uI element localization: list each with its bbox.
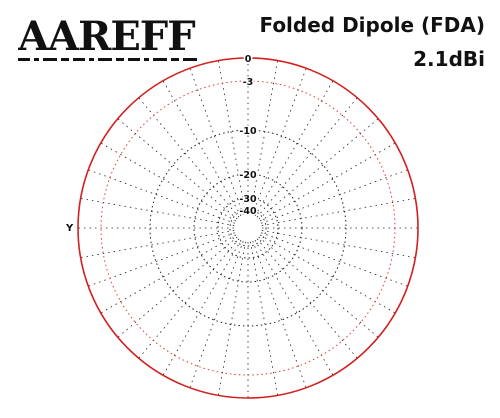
angular-gridline <box>261 230 416 258</box>
angular-gridline <box>261 198 416 226</box>
angular-gridline <box>117 236 238 338</box>
angular-gridline <box>250 241 278 396</box>
angular-gridlines <box>78 58 418 398</box>
angular-gridline <box>162 239 242 376</box>
angular-gridline <box>117 118 238 220</box>
radial-tick-label: -30 <box>239 194 257 205</box>
aareff-logo: AAREFF <box>18 14 197 61</box>
radial-tick-label: -20 <box>239 170 257 181</box>
radial-tick-labels: 0 -3 -10 -20 -30-40 <box>238 53 259 219</box>
logo-wordmark: AAREFF <box>18 14 195 60</box>
angular-gridline <box>252 68 307 215</box>
angular-gridline <box>80 198 235 226</box>
angular-gridline <box>218 60 246 215</box>
angular-gridline <box>80 230 235 258</box>
radial-gridline <box>193 173 303 283</box>
angular-gridline <box>100 142 237 222</box>
angular-gridline <box>138 97 240 218</box>
angular-gridline <box>250 60 278 215</box>
angular-gridline <box>261 232 408 287</box>
angular-gridline <box>189 68 244 215</box>
angular-gridline <box>254 80 334 217</box>
angular-gridline <box>258 236 379 338</box>
chart-title: Folded Dipole (FDA) <box>259 13 485 37</box>
angular-gridline <box>189 241 244 388</box>
angular-gridline <box>258 118 379 220</box>
radial-gridline <box>217 197 279 259</box>
series-pattern <box>77 57 419 399</box>
angular-gridline <box>254 239 334 376</box>
axis-label-y: Y <box>65 223 74 234</box>
chart-subtitle-gain: 2.1dBi <box>413 47 485 71</box>
angular-gridline <box>218 241 246 396</box>
radial-tick-label: 0 <box>245 54 252 65</box>
angular-gridline <box>261 169 408 224</box>
angular-gridline <box>88 232 235 287</box>
angular-gridline <box>138 238 240 359</box>
radial-tick-label: -40 <box>239 206 257 217</box>
angular-gridline <box>259 234 396 314</box>
angular-gridline <box>256 238 358 359</box>
angular-gridline <box>256 97 358 218</box>
logo-tagline-dashes <box>18 58 197 61</box>
angular-gridline <box>252 241 307 388</box>
angular-gridline <box>162 80 242 217</box>
series-line <box>77 57 419 399</box>
angular-gridline <box>259 142 396 222</box>
radial-gridline <box>229 209 267 247</box>
angular-gridline <box>100 234 237 314</box>
radial-tick-label: -3 <box>243 77 254 88</box>
angular-gridline <box>88 169 235 224</box>
radial-gridline <box>100 80 396 376</box>
radial-gridline <box>149 129 347 327</box>
radial-tick-label: -10 <box>239 126 257 137</box>
